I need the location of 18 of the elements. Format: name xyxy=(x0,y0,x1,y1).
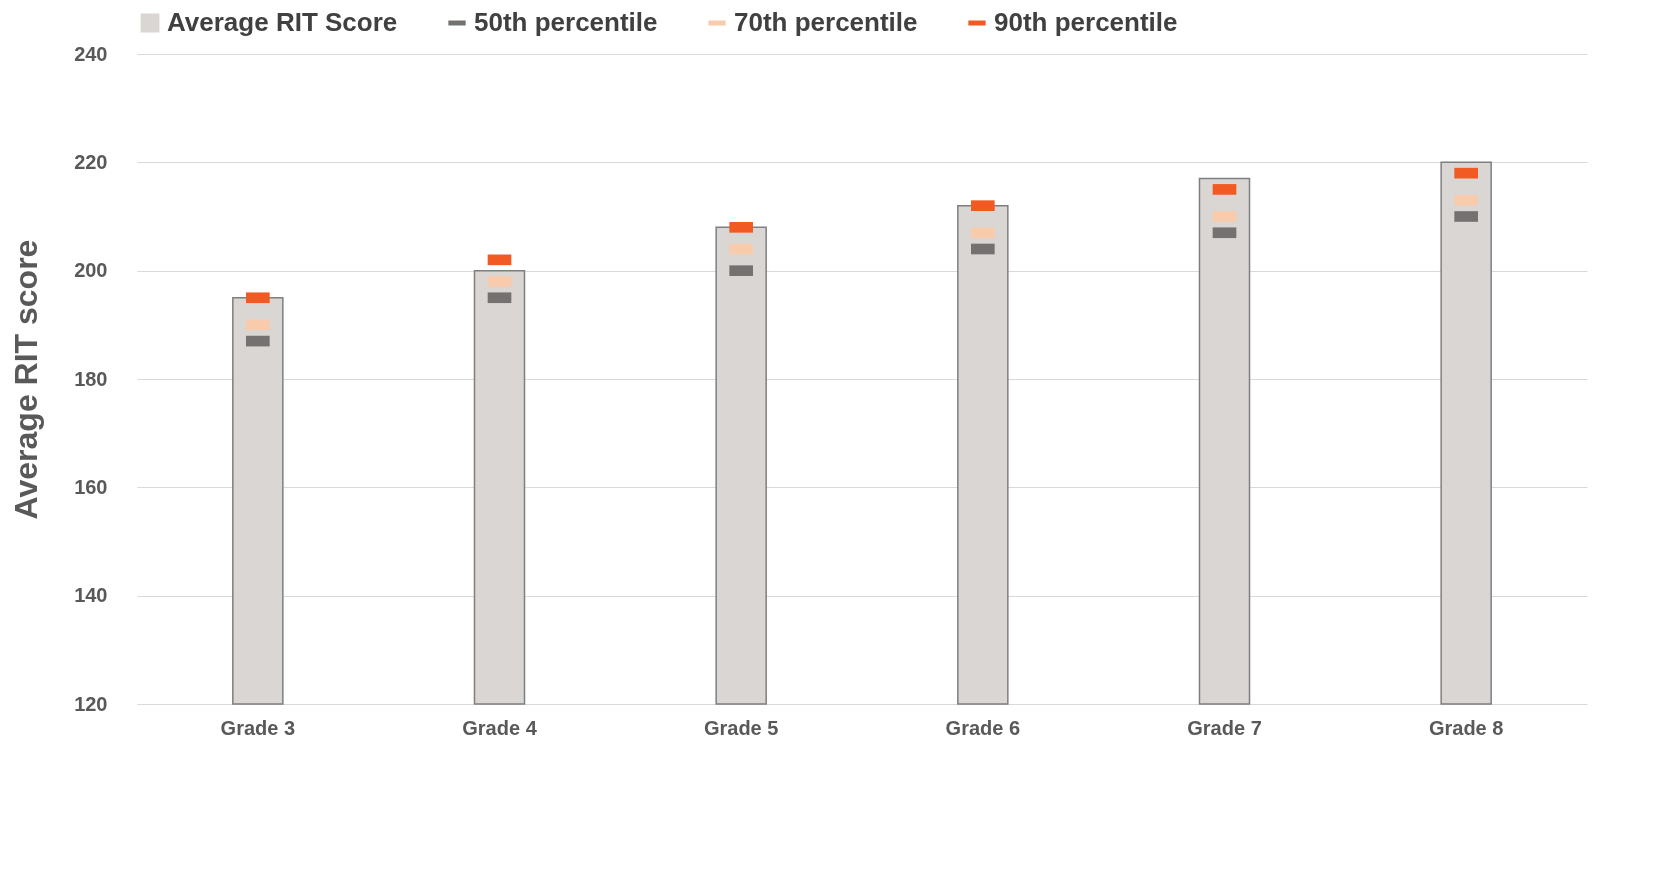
x-tick-label: Grade 6 xyxy=(945,716,1021,739)
y-tick-label: 120 xyxy=(74,692,108,715)
legend-label: 90th percentile xyxy=(994,7,1178,37)
x-tick-label: Grade 7 xyxy=(1187,716,1262,739)
y-tick-label: 220 xyxy=(74,150,108,173)
x-tick-label: Grade 5 xyxy=(703,716,779,739)
legend-label: 50th percentile xyxy=(474,7,658,37)
y-tick-label: 180 xyxy=(74,367,108,390)
y-tick-label: 240 xyxy=(74,42,108,65)
legend-label: 70th percentile xyxy=(734,7,918,37)
y-tick-label: 160 xyxy=(74,475,108,498)
legend-label: Average RIT Score xyxy=(167,7,398,37)
y-tick-label: 200 xyxy=(74,259,108,282)
x-tick-label: Grade 3 xyxy=(220,716,296,739)
y-tick-label: 140 xyxy=(74,584,108,607)
x-tick-label: Grade 4 xyxy=(462,716,538,739)
y-axis-title: Average RIT score xyxy=(8,239,45,520)
x-tick-label: Grade 8 xyxy=(1428,716,1504,739)
